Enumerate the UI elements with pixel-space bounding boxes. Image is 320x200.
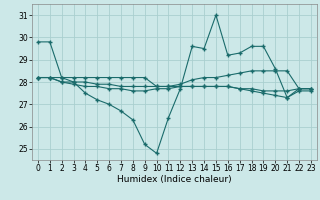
X-axis label: Humidex (Indice chaleur): Humidex (Indice chaleur)	[117, 175, 232, 184]
